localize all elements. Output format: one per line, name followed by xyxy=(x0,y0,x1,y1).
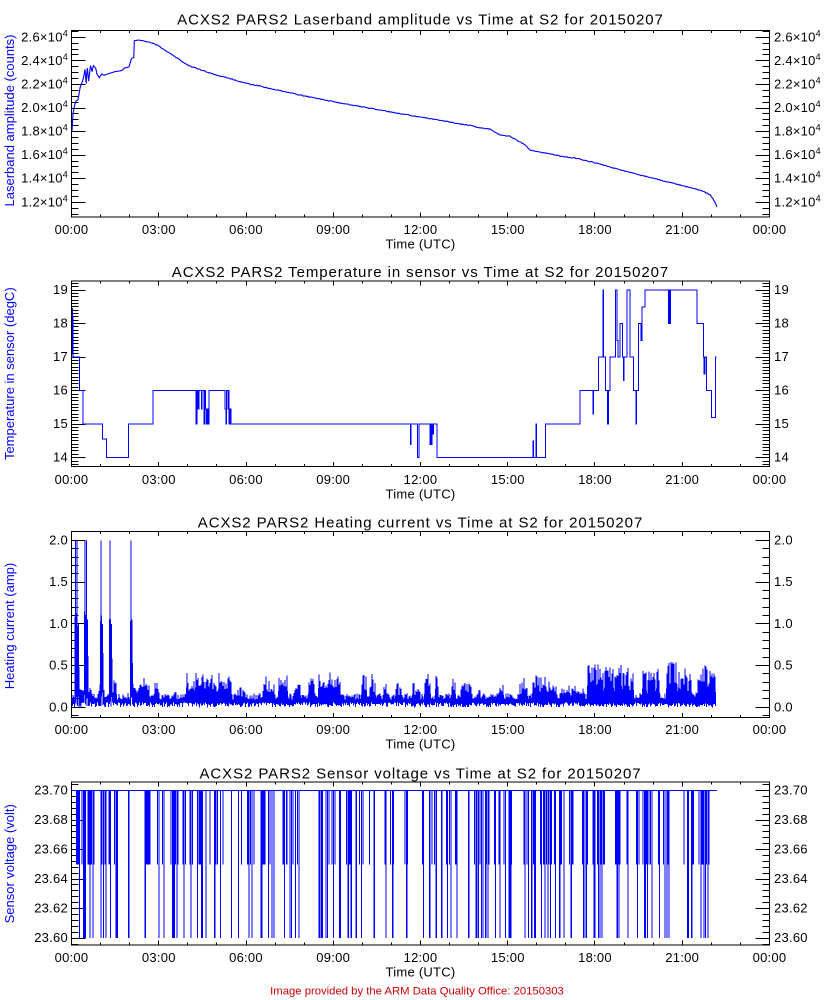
svg-text:Sensor voltage (volt): Sensor voltage (volt) xyxy=(2,804,17,923)
svg-text:00:00: 00:00 xyxy=(753,950,787,965)
svg-text:23.62: 23.62 xyxy=(34,901,68,916)
svg-text:2.0×104: 2.0×104 xyxy=(774,99,821,115)
svg-text:2.6×104: 2.6×104 xyxy=(774,28,821,44)
svg-text:18: 18 xyxy=(53,316,68,331)
svg-text:23.70: 23.70 xyxy=(34,783,68,798)
svg-text:23.66: 23.66 xyxy=(34,842,68,857)
svg-text:1.5: 1.5 xyxy=(49,574,68,589)
svg-text:00:00: 00:00 xyxy=(55,472,89,487)
svg-text:2.2×104: 2.2×104 xyxy=(21,75,68,91)
svg-text:03:00: 03:00 xyxy=(142,222,176,237)
svg-text:16: 16 xyxy=(774,383,789,398)
svg-text:12:00: 12:00 xyxy=(404,722,438,737)
svg-text:23.64: 23.64 xyxy=(34,871,68,886)
svg-text:ACXS2 PARS2 Laserband amplitud: ACXS2 PARS2 Laserband amplitude vs Time … xyxy=(177,12,664,29)
svg-text:Laserband amplitude (counts): Laserband amplitude (counts) xyxy=(2,35,17,207)
svg-text:19: 19 xyxy=(774,282,789,297)
svg-text:0.0: 0.0 xyxy=(49,699,68,714)
svg-text:1.0: 1.0 xyxy=(774,616,793,631)
svg-text:ACXS2 PARS2 Temperature in sen: ACXS2 PARS2 Temperature in sensor vs Tim… xyxy=(172,264,669,281)
svg-text:21:00: 21:00 xyxy=(665,472,699,487)
svg-text:1.8×104: 1.8×104 xyxy=(21,123,68,139)
svg-text:2.0: 2.0 xyxy=(774,532,793,547)
svg-text:19: 19 xyxy=(53,282,68,297)
svg-text:03:00: 03:00 xyxy=(142,722,176,737)
svg-text:23.68: 23.68 xyxy=(34,812,68,827)
svg-text:23.60: 23.60 xyxy=(34,930,68,945)
svg-text:2.4×104: 2.4×104 xyxy=(21,52,68,68)
svg-text:Time (UTC): Time (UTC) xyxy=(386,737,456,752)
svg-text:03:00: 03:00 xyxy=(142,950,176,965)
svg-text:12:00: 12:00 xyxy=(404,472,438,487)
svg-text:1.4×104: 1.4×104 xyxy=(21,170,68,186)
svg-text:Time (UTC): Time (UTC) xyxy=(386,487,456,502)
svg-text:1.0: 1.0 xyxy=(49,616,68,631)
svg-text:2.6×104: 2.6×104 xyxy=(21,28,68,44)
svg-text:06:00: 06:00 xyxy=(229,472,263,487)
svg-text:12:00: 12:00 xyxy=(404,950,438,965)
svg-text:21:00: 21:00 xyxy=(665,950,699,965)
svg-text:00:00: 00:00 xyxy=(753,472,787,487)
svg-text:23.60: 23.60 xyxy=(774,930,808,945)
svg-text:00:00: 00:00 xyxy=(55,222,89,237)
svg-text:21:00: 21:00 xyxy=(665,722,699,737)
svg-text:09:00: 09:00 xyxy=(316,472,350,487)
svg-text:00:00: 00:00 xyxy=(753,222,787,237)
svg-text:18:00: 18:00 xyxy=(578,222,612,237)
svg-text:Temperature in sensor (degC): Temperature in sensor (degC) xyxy=(2,287,17,460)
svg-text:2.0: 2.0 xyxy=(49,532,68,547)
svg-text:Heating current (amp): Heating current (amp) xyxy=(2,563,17,689)
svg-text:23.68: 23.68 xyxy=(774,812,808,827)
svg-text:14: 14 xyxy=(774,450,789,465)
svg-text:23.64: 23.64 xyxy=(774,871,808,886)
svg-text:0.5: 0.5 xyxy=(49,658,68,673)
svg-text:0.0: 0.0 xyxy=(774,699,793,714)
svg-text:15:00: 15:00 xyxy=(491,222,525,237)
svg-text:23.66: 23.66 xyxy=(774,842,808,857)
svg-text:00:00: 00:00 xyxy=(753,722,787,737)
svg-text:1.2×104: 1.2×104 xyxy=(21,193,68,209)
svg-text:15:00: 15:00 xyxy=(491,472,525,487)
svg-text:1.6×104: 1.6×104 xyxy=(21,146,68,162)
svg-text:09:00: 09:00 xyxy=(316,950,350,965)
svg-text:ACXS2 PARS2 Heating current vs: ACXS2 PARS2 Heating current vs Time at S… xyxy=(198,515,643,532)
svg-text:Time (UTC): Time (UTC) xyxy=(386,965,456,980)
svg-text:1.8×104: 1.8×104 xyxy=(774,123,821,139)
svg-text:03:00: 03:00 xyxy=(142,472,176,487)
svg-text:06:00: 06:00 xyxy=(229,222,263,237)
svg-text:23.62: 23.62 xyxy=(774,901,808,916)
svg-text:15: 15 xyxy=(53,416,68,431)
svg-text:18: 18 xyxy=(774,316,789,331)
svg-text:15: 15 xyxy=(774,416,789,431)
svg-text:00:00: 00:00 xyxy=(55,722,89,737)
svg-text:16: 16 xyxy=(53,383,68,398)
svg-text:ACXS2 PARS2 Sensor voltage vs: ACXS2 PARS2 Sensor voltage vs Time at S2… xyxy=(199,766,641,783)
svg-text:2.0×104: 2.0×104 xyxy=(21,99,68,115)
svg-text:09:00: 09:00 xyxy=(316,722,350,737)
svg-text:1.2×104: 1.2×104 xyxy=(774,193,821,209)
svg-text:1.6×104: 1.6×104 xyxy=(774,146,821,162)
svg-text:06:00: 06:00 xyxy=(229,950,263,965)
svg-text:12:00: 12:00 xyxy=(404,222,438,237)
svg-text:0.5: 0.5 xyxy=(774,658,793,673)
svg-text:2.2×104: 2.2×104 xyxy=(774,75,821,91)
svg-text:15:00: 15:00 xyxy=(491,950,525,965)
svg-text:09:00: 09:00 xyxy=(316,222,350,237)
svg-text:15:00: 15:00 xyxy=(491,722,525,737)
svg-text:21:00: 21:00 xyxy=(665,222,699,237)
svg-text:18:00: 18:00 xyxy=(578,472,612,487)
svg-text:2.4×104: 2.4×104 xyxy=(774,52,821,68)
svg-text:00:00: 00:00 xyxy=(55,950,89,965)
svg-text:1.5: 1.5 xyxy=(774,574,793,589)
svg-text:Time (UTC): Time (UTC) xyxy=(386,237,456,252)
svg-text:Image provided by the ARM Data: Image provided by the ARM Data Quality O… xyxy=(270,986,564,998)
svg-text:17: 17 xyxy=(53,349,68,364)
svg-text:17: 17 xyxy=(774,349,789,364)
svg-text:06:00: 06:00 xyxy=(229,722,263,737)
svg-text:18:00: 18:00 xyxy=(578,950,612,965)
svg-text:23.70: 23.70 xyxy=(774,783,808,798)
svg-text:14: 14 xyxy=(53,450,68,465)
svg-text:18:00: 18:00 xyxy=(578,722,612,737)
svg-text:1.4×104: 1.4×104 xyxy=(774,170,821,186)
